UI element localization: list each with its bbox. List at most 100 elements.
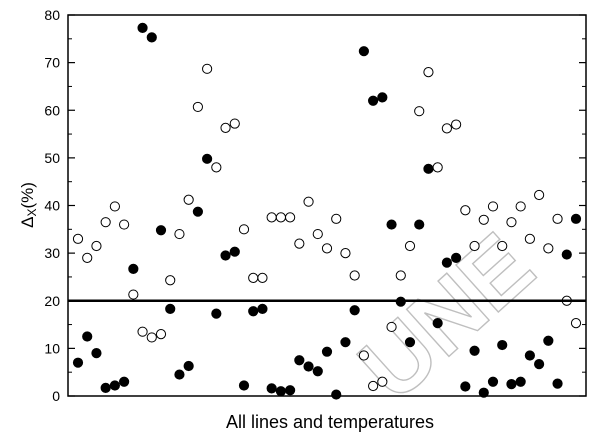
open-point	[349, 270, 360, 281]
filled-point	[146, 32, 157, 43]
filled-point	[238, 380, 250, 391]
open-point	[91, 240, 102, 252]
open-point	[460, 205, 471, 216]
y-tick-label: 80	[44, 7, 60, 23]
y-tick-label: 10	[44, 340, 60, 356]
filled-point	[303, 361, 314, 372]
open-point	[119, 219, 130, 230]
filled-point	[285, 385, 296, 396]
y-tick-label: 60	[44, 102, 60, 118]
open-point	[478, 214, 489, 225]
open-point	[506, 217, 517, 228]
filled-point	[72, 357, 84, 368]
filled-point	[543, 335, 554, 346]
open-point	[543, 243, 554, 254]
filled-point	[192, 206, 203, 217]
filled-point	[349, 305, 360, 316]
open-point	[72, 233, 84, 244]
filled-point	[155, 225, 167, 236]
filled-point	[183, 360, 194, 372]
open-point	[165, 275, 176, 286]
filled-point	[100, 382, 111, 394]
open-point	[515, 201, 526, 212]
filled-point	[266, 383, 277, 394]
y-tick-label: 40	[44, 198, 60, 214]
filled-point	[524, 350, 535, 361]
open-point	[414, 106, 425, 117]
filled-point	[497, 339, 508, 351]
filled-point	[202, 153, 213, 164]
filled-point	[441, 257, 452, 268]
filled-point	[331, 389, 342, 400]
y-axis-label: ΔX(%)	[18, 182, 39, 228]
open-point	[312, 228, 323, 240]
y-axis-ticks: 0 10 20 30 40 50 60 70 80	[44, 7, 586, 404]
open-point	[266, 212, 277, 223]
filled-point	[469, 345, 480, 356]
y-tick-label: 0	[52, 388, 60, 404]
filled-point	[257, 303, 268, 314]
filled-point	[552, 378, 563, 389]
open-point	[137, 326, 148, 337]
open-point	[423, 67, 434, 78]
open-point	[82, 252, 93, 263]
filled-point	[321, 346, 333, 357]
filled-point	[128, 263, 139, 274]
open-point	[109, 201, 120, 212]
y-tick-label: 50	[44, 150, 60, 166]
open-point	[183, 194, 194, 205]
filled-point	[211, 308, 222, 319]
filled-point	[534, 358, 545, 370]
open-point	[248, 272, 259, 283]
open-point	[257, 272, 268, 283]
filled-point	[174, 369, 185, 380]
y-axis-label-subscript: X	[25, 209, 39, 217]
y-tick-label: 70	[44, 55, 60, 71]
filled-point	[561, 249, 572, 260]
open-point	[534, 189, 545, 201]
open-point	[395, 270, 406, 281]
filled-point	[312, 366, 323, 377]
open-point	[128, 289, 139, 300]
filled-point	[109, 380, 120, 391]
open-point	[524, 233, 535, 244]
plot-area-border	[67, 14, 587, 397]
filled-point	[432, 318, 443, 329]
open-point	[100, 217, 111, 228]
plot-frame	[67, 14, 587, 397]
open-point	[303, 196, 314, 207]
open-point	[285, 212, 296, 223]
filled-point	[248, 306, 259, 317]
open-point	[386, 321, 397, 333]
open-point	[451, 119, 462, 130]
filled-point	[478, 387, 489, 398]
filled-point	[229, 246, 240, 257]
x-axis-label: All lines and temperatures	[226, 412, 434, 432]
filled-point	[137, 22, 148, 33]
filled-point	[358, 46, 369, 57]
y-axis-label-unit: (%)	[18, 182, 37, 208]
open-point	[469, 240, 480, 252]
open-point	[275, 212, 286, 223]
filled-point	[515, 376, 526, 387]
filled-point	[275, 386, 286, 397]
filled-point	[294, 355, 305, 366]
open-point	[146, 332, 157, 343]
filled-point	[386, 219, 397, 230]
open-point	[570, 318, 582, 329]
open-point	[358, 350, 369, 361]
filled-point	[368, 95, 379, 106]
filled-point	[460, 381, 471, 392]
open-point	[321, 243, 333, 254]
filled-point	[82, 331, 93, 342]
open-point	[238, 224, 250, 235]
open-point	[432, 162, 443, 173]
filled-point	[404, 337, 416, 348]
open-point	[174, 228, 185, 240]
open-point	[331, 213, 342, 224]
filled-point	[506, 378, 517, 390]
open-point	[377, 376, 388, 387]
y-tick-label: 30	[44, 245, 60, 261]
filled-point	[487, 376, 499, 387]
